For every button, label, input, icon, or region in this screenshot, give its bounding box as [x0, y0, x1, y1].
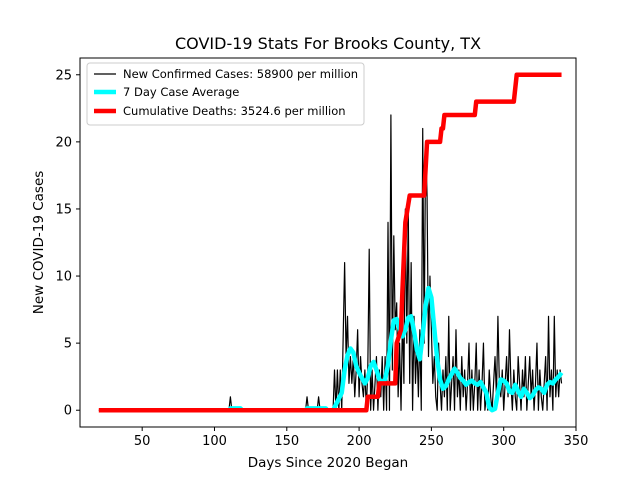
- x-tick-label: 250: [419, 434, 444, 449]
- y-tick-label: 0: [64, 404, 72, 419]
- plot-frame: [79, 57, 577, 428]
- y-tick-label: 20: [55, 135, 72, 150]
- x-tick-label: 300: [491, 434, 516, 449]
- series-line-cumulative-deaths: [98, 72, 562, 413]
- legend-label-7day-average: 7 Day Case Average: [123, 85, 239, 99]
- legend-label-new-cases: New Confirmed Cases: 58900 per million: [123, 67, 358, 81]
- y-axis-title: New COVID-19 Cases: [31, 171, 47, 315]
- legend: New Confirmed Cases: 58900 per million 7…: [86, 62, 365, 126]
- legend-label-cumulative-deaths: Cumulative Deaths: 3524.6 per million: [123, 104, 346, 118]
- y-tick-label: 25: [55, 68, 72, 83]
- x-tick-label: 100: [202, 434, 227, 449]
- x-axis: 50 100 150 200 250 300 350: [134, 427, 589, 449]
- x-tick-label: 200: [347, 434, 372, 449]
- series-line-7day-average: [227, 285, 564, 413]
- series-layer: [98, 72, 564, 413]
- x-tick-label: 50: [134, 434, 151, 449]
- x-axis-title: Days Since 2020 Began: [248, 455, 409, 471]
- y-tick-label: 15: [55, 202, 72, 217]
- x-tick-label: 150: [274, 434, 299, 449]
- x-tick-label: 350: [564, 434, 589, 449]
- y-tick-label: 5: [64, 337, 72, 352]
- chart-title: COVID-19 Stats For Brooks County, TX: [175, 34, 481, 53]
- y-tick-label: 10: [55, 270, 72, 285]
- legend-box: [86, 62, 365, 126]
- y-axis: 0 5 10 15 20 25: [55, 68, 80, 419]
- series-line-new-cases: [98, 114, 563, 411]
